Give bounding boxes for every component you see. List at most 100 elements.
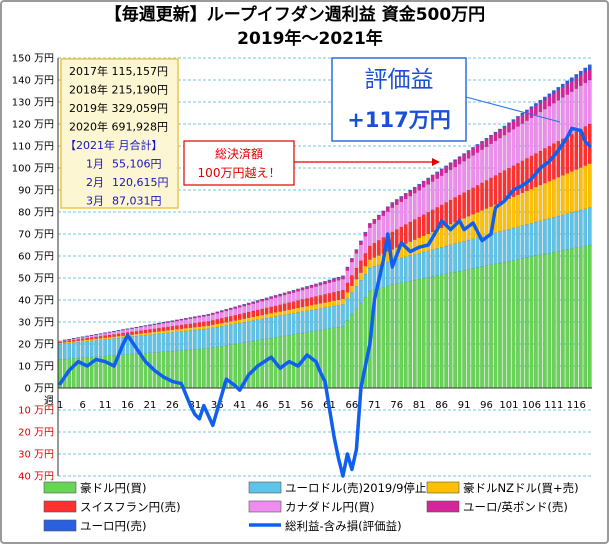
bar-segment-eur_jpy [143, 325, 148, 327]
bar-segment-aud_nzd [112, 336, 116, 339]
bar-segment-eur_gbp [453, 160, 458, 168]
bar-segment-eur_jpy [166, 321, 170, 323]
bar-segment-eur_jpy [318, 282, 323, 284]
bar-segment-aud_nzd [210, 324, 215, 328]
bar-segment-eur_jpy [130, 327, 134, 329]
bar-segment-chf [489, 177, 493, 207]
bar-segment-eur_gbp [260, 299, 265, 302]
bar-segment-eur_usd [542, 219, 547, 255]
bar-segment-cad [403, 198, 408, 225]
bar-segment-cad [103, 332, 108, 336]
bar-segment-eur_jpy [430, 174, 435, 176]
bar-segment-cad [282, 294, 287, 304]
bar-segment-cad [408, 195, 413, 223]
x-tick-label: 86 [435, 400, 448, 411]
x-axis-label: 週 [44, 395, 54, 407]
bar-segment-eur_usd [224, 325, 229, 346]
bar-segment-eur_gbp [583, 71, 588, 84]
bar-segment-chf [457, 194, 462, 221]
bar-segment-aud_nzd [511, 196, 516, 229]
bar-segment-cad [367, 227, 372, 247]
legend-swatch-aud_nzd [426, 481, 460, 494]
bar-segment-chf [417, 216, 422, 238]
bar-segment-eur_usd [71, 342, 76, 359]
bar-segment-chf [112, 334, 116, 337]
bar-segment-eur_jpy [556, 87, 561, 91]
bar-segment-chf [206, 321, 211, 326]
bar-segment-aud_nzd [502, 200, 507, 231]
bar-segment-eur_usd [206, 328, 211, 349]
bar-segment-aud [183, 349, 188, 389]
bar-segment-aud_nzd [264, 314, 269, 319]
bar-segment-aud_nzd [201, 326, 206, 330]
bar-segment-eur_usd [76, 341, 81, 359]
bar-segment-eur_gbp [502, 126, 507, 136]
bar-segment-cad [170, 321, 175, 327]
bar-segment-chf [367, 245, 372, 260]
bar-segment-eur_jpy [345, 266, 350, 268]
bar-segment-aud [354, 308, 359, 389]
bar-segment-aud_nzd [542, 182, 547, 220]
bar-segment-aud_nzd [237, 319, 242, 324]
bar-segment-eur_usd [210, 327, 215, 348]
bar-segment-cad [278, 296, 283, 305]
bar-segment-aud [426, 277, 431, 389]
bar-segment-eur_jpy [76, 337, 81, 339]
bar-segment-aud [130, 353, 134, 389]
total-profit-polyline [58, 126, 592, 478]
realized-arrow-head [432, 158, 440, 166]
bar-segment-aud [534, 255, 538, 389]
bar-segment-aud_nzd [278, 311, 283, 316]
bar-segment-eur_usd [269, 317, 274, 339]
bar-segment-chf [152, 328, 157, 333]
bar-segment-aud_nzd [183, 328, 188, 332]
bar-segment-eur_jpy [421, 180, 426, 182]
bar-segment-eur_gbp [462, 154, 467, 162]
bar-segment-cad [116, 330, 121, 334]
bar-segment-eur_jpy [314, 283, 318, 285]
bar-segment-eur_usd [350, 292, 354, 315]
bar-segment-eur_usd [520, 225, 525, 259]
legend-swatch-aud [43, 481, 77, 494]
bar-segment-eur_jpy [426, 177, 431, 179]
bar-segment-eur_jpy [471, 147, 475, 149]
bar-segment-aud_nzd [421, 235, 426, 253]
bar-segment-eur_jpy [197, 315, 202, 317]
bar-segment-chf [219, 318, 224, 324]
unrealized-label: 評価益 [365, 67, 434, 93]
bar-segment-chf [130, 331, 134, 335]
bar-segment-aud [350, 314, 354, 389]
bar-segment-eur_gbp [471, 148, 475, 156]
bar-segment-chf [372, 242, 377, 258]
bar-segment-eur_usd [547, 218, 552, 254]
bar-segment-aud_nzd [233, 320, 238, 324]
bar-segment-aud [578, 246, 583, 389]
bar-segment-eur_usd [560, 214, 565, 251]
bar-segment-chf [179, 324, 184, 329]
y-tick-label: 0 万円 [24, 384, 54, 395]
bar-segment-eur_jpy [493, 131, 498, 134]
bar-segment-eur_usd [385, 261, 390, 287]
bar-segment-aud_nzd [148, 332, 152, 335]
bar-segment-aud_nzd [251, 316, 256, 321]
bar-segment-aud_nzd [228, 321, 233, 325]
bar-segment-eur_usd [166, 332, 170, 352]
bar-segment-cad [296, 291, 300, 301]
bar-segment-aud_nzd [444, 225, 449, 247]
bar-segment-eur_gbp [354, 250, 359, 254]
bar-segment-chf [121, 332, 125, 336]
bar-segment-eur_usd [565, 213, 570, 250]
bar-segment-eur_gbp [466, 151, 471, 159]
bar-segment-eur_usd [260, 318, 265, 340]
bar-segment-eur_jpy [502, 125, 507, 128]
bar-segment-eur_usd [421, 251, 426, 279]
bar-segment-aud [444, 273, 449, 389]
bar-segment-cad [457, 163, 462, 196]
bar-segment-aud_nzd [578, 167, 583, 211]
realized-callout: 総決済額 100万円越え！ [183, 140, 440, 186]
bar-segment-eur_usd [551, 217, 556, 253]
bar-segment-chf [403, 224, 408, 244]
bar-segment-eur_jpy [372, 218, 377, 221]
bar-segment-cad [300, 290, 305, 300]
bar-segment-aud [529, 256, 534, 389]
